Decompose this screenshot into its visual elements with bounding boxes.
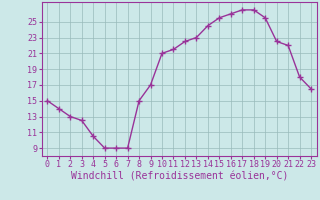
X-axis label: Windchill (Refroidissement éolien,°C): Windchill (Refroidissement éolien,°C) bbox=[70, 172, 288, 182]
